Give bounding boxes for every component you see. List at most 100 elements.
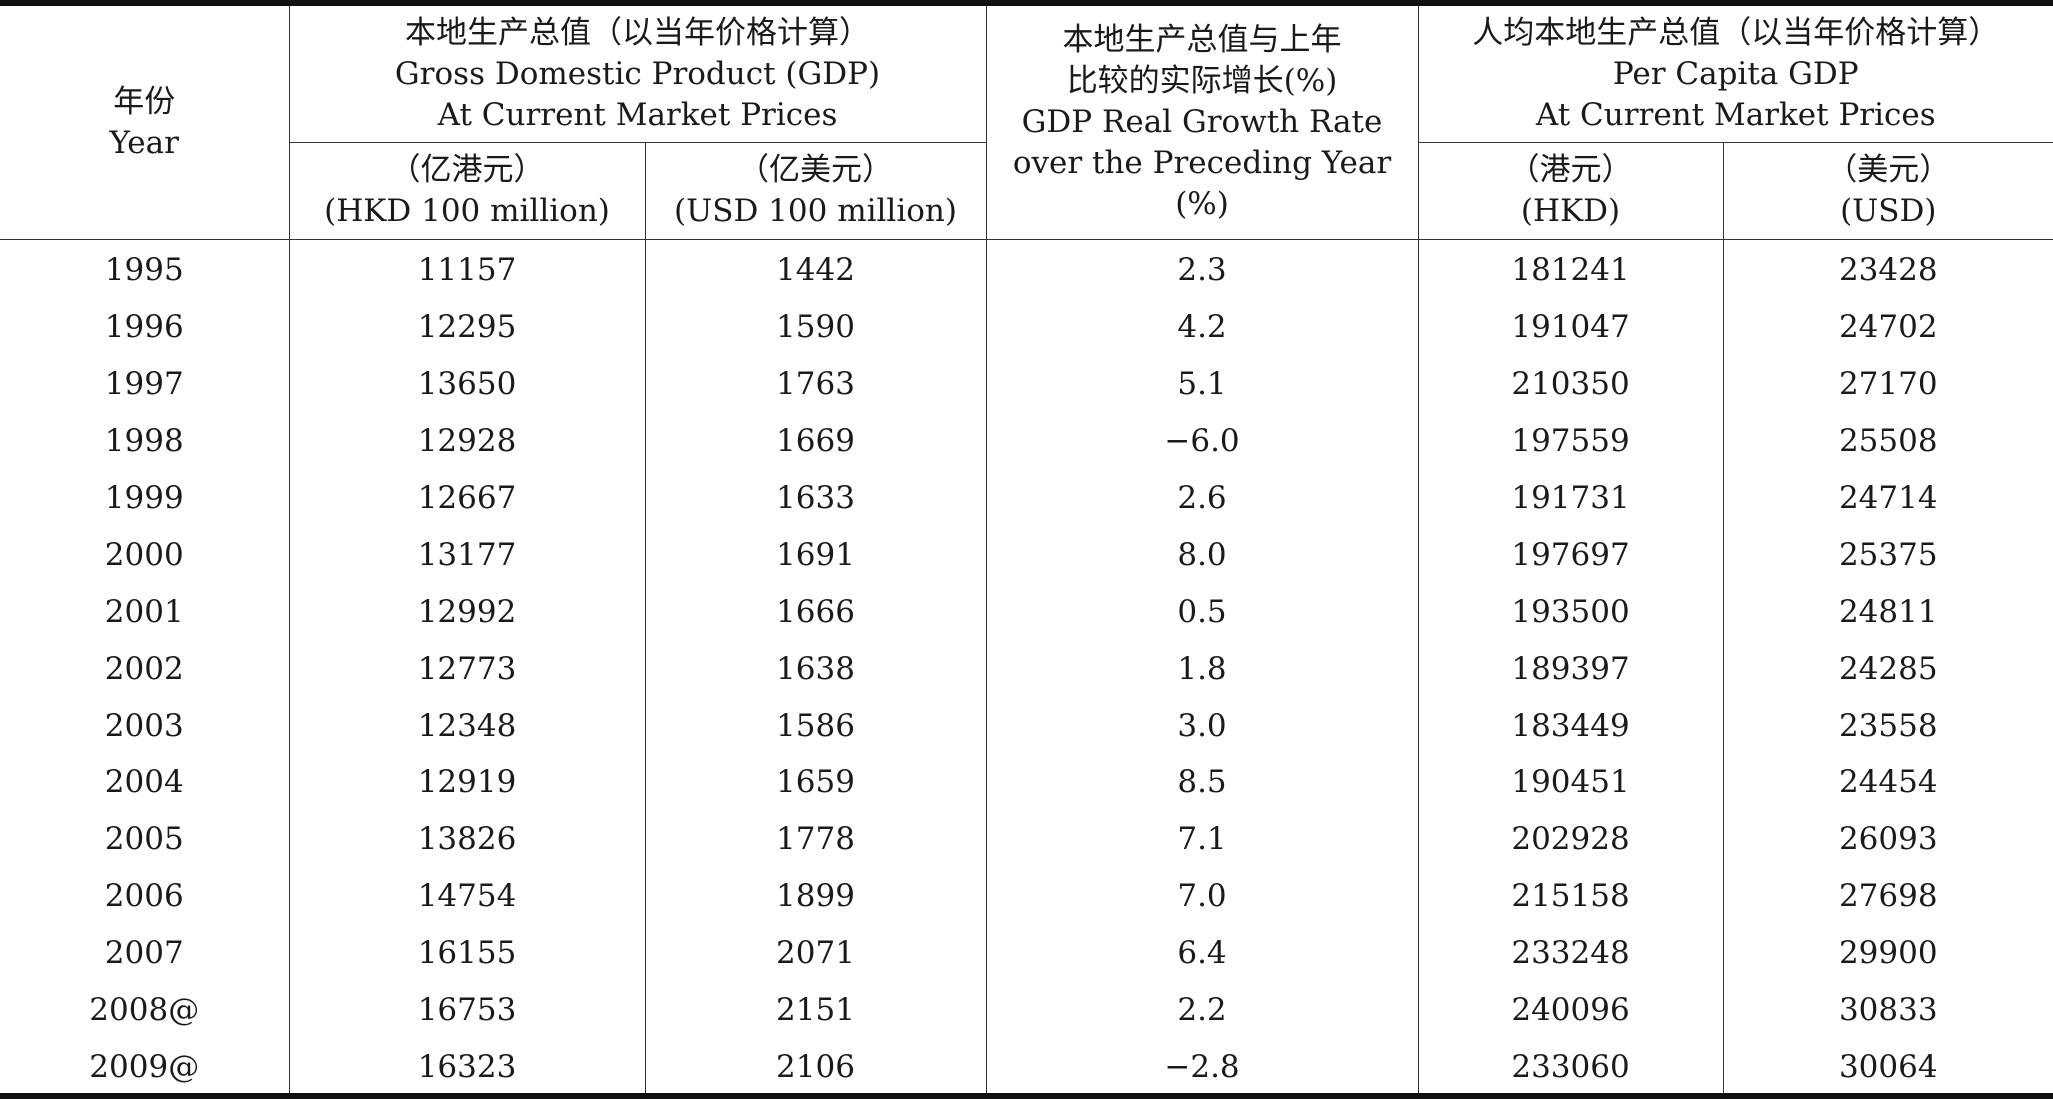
gdp-usd-cell: 1669 [644,412,987,470]
table-row: 2007 16155 2071 6.4 233248 29900 [0,924,2053,982]
table-bottom-rule [0,1093,2053,1099]
table-row: 2004 12919 1659 8.5 190451 24454 [0,754,2053,811]
per-capita-usd-unit-en: (USD) [1840,193,1937,229]
gdp-usd-cell: 1899 [644,867,987,925]
per-capita-hkd-cell: 202928 [1417,810,1724,868]
growth-cell: 7.0 [985,867,1419,925]
year-cell: 2004 [104,764,184,801]
table-body: 1995 11157 1442 2.3 181241 23428 1996 12… [0,239,2053,1096]
per-capita-header-en-1: Per Capita GDP [1612,55,1859,92]
gdp-usd-cell: 1633 [644,469,987,527]
gdp-hkd-cell: 12773 [288,640,645,698]
per-capita-hkd-cell: 215158 [1417,867,1724,925]
per-capita-usd-cell: 24811 [1722,583,2053,641]
growth-cell: 5.1 [985,355,1419,413]
per-capita-hkd-cell: 193500 [1417,583,1724,641]
gdp-hkd-cell: 13650 [288,355,645,413]
gdp-usd-cell: 1659 [644,754,987,811]
year-cell: 2009@ [89,1048,200,1085]
table-row: 1998 12928 1669 −6.0 197559 25508 [0,412,2053,470]
gdp-hkd-cell: 13826 [288,810,645,868]
year-cell: 1995 [104,252,184,289]
year-cell: 2005 [104,821,184,858]
per-capita-hkd-cell: 233060 [1417,1038,1724,1096]
gdp-hkd-cell: 12992 [288,583,645,641]
table-row: 1996 12295 1590 4.2 191047 24702 [0,298,2053,356]
growth-cell: 2.2 [985,981,1419,1039]
gdp-usd-unit-zh: （亿美元） [738,152,893,188]
per-capita-usd-cell: 27698 [1722,867,2053,925]
table-row: 2001 12992 1666 0.5 193500 24811 [0,583,2053,641]
year-header-zh: 年份 [113,83,176,120]
gdp-header-en-2: At Current Market Prices [437,96,838,133]
growth-cell: 3.0 [985,697,1419,755]
gdp-usd-subheader: （亿美元） (USD 100 million) [644,142,987,240]
year-cell: 2007 [104,935,184,972]
per-capita-hkd-cell: 190451 [1417,754,1724,811]
year-cell: 2003 [104,707,184,744]
gdp-hkd-cell: 14754 [288,867,645,925]
growth-cell: 8.5 [985,754,1419,811]
gdp-hkd-cell: 12295 [288,298,645,356]
growth-cell: 6.4 [985,924,1419,982]
gdp-usd-unit-en: (USD 100 million) [674,193,957,229]
year-header-en: Year [109,124,179,161]
table-row: 2002 12773 1638 1.8 189397 24285 [0,640,2053,698]
table-row: 2005 13826 1778 7.1 202928 26093 [0,810,2053,868]
growth-header-en-2: over the Preceding Year [1012,145,1392,181]
gdp-usd-cell: 1778 [644,810,987,868]
gdp-usd-cell: 1691 [644,526,987,584]
growth-cell: 1.8 [985,640,1419,698]
gdp-hkd-cell: 16753 [288,981,645,1039]
per-capita-header-en-2: At Current Market Prices [1535,96,1936,133]
year-column-header: 年份 Year [0,6,289,240]
gdp-usd-cell: 1586 [644,697,987,755]
per-capita-hkd-cell: 210350 [1417,355,1724,413]
gdp-hkd-unit-en: (HKD 100 million) [324,193,610,229]
per-capita-usd-cell: 29900 [1722,924,2053,982]
per-capita-hkd-cell: 183449 [1417,697,1724,755]
per-capita-usd-cell: 30064 [1722,1038,2053,1096]
per-capita-usd-cell: 24702 [1722,298,2053,356]
gdp-hkd-cell: 11157 [288,239,645,299]
per-capita-hkd-cell: 197559 [1417,412,1724,470]
per-capita-usd-cell: 25508 [1722,412,2053,470]
gdp-usd-cell: 1763 [644,355,987,413]
per-capita-usd-subheader: （美元） (USD) [1722,142,2053,240]
table-row: 1999 12667 1633 2.6 191731 24714 [0,469,2053,527]
growth-header-zh-1: 本地生产总值与上年 [1062,22,1342,58]
per-capita-usd-cell: 27170 [1722,355,2053,413]
per-capita-hkd-cell: 197697 [1417,526,1724,584]
growth-cell: 2.3 [985,239,1419,299]
gdp-header-zh: 本地生产总值（以当年价格计算） [405,14,870,51]
table-row: 2009@ 16323 2106 −2.8 233060 30064 [0,1038,2053,1096]
per-capita-hkd-cell: 181241 [1417,239,1724,299]
gdp-hkd-cell: 12919 [288,754,645,811]
gdp-usd-cell: 1666 [644,583,987,641]
per-capita-usd-cell: 25375 [1722,526,2053,584]
year-cell: 1999 [104,480,184,516]
table-top-rule [0,0,2053,6]
gdp-hkd-cell: 12667 [288,469,645,527]
growth-cell: 7.1 [985,810,1419,868]
per-capita-group-header: 人均本地生产总值（以当年价格计算） Per Capita GDP At Curr… [1417,6,2053,143]
per-capita-usd-cell: 23428 [1722,239,2053,299]
table-header: 年份 Year 本地生产总值（以当年价格计算） Gross Domestic P… [0,6,2053,240]
gdp-hkd-subheader: （亿港元） (HKD 100 million) [288,142,645,240]
growth-header-en-1: GDP Real Growth Rate [1021,104,1383,140]
year-cell: 2000 [104,536,184,573]
per-capita-usd-unit-zh: （美元） [1826,152,1951,188]
gdp-hkd-cell: 16155 [288,924,645,982]
per-capita-hkd-cell: 240096 [1417,981,1724,1039]
table-row: 2000 13177 1691 8.0 197697 25375 [0,526,2053,584]
gdp-group-header: 本地生产总值（以当年价格计算） Gross Domestic Product (… [288,6,987,143]
growth-cell: −6.0 [985,412,1419,470]
gdp-statistics-table: 年份 Year 本地生产总值（以当年价格计算） Gross Domestic P… [0,6,2053,1096]
per-capita-hkd-cell: 191047 [1417,298,1724,356]
growth-cell: −2.8 [985,1038,1419,1096]
gdp-hkd-cell: 12348 [288,697,645,755]
gdp-hkd-cell: 16323 [288,1038,645,1096]
per-capita-usd-cell: 24285 [1722,640,2053,698]
gdp-hkd-unit-zh: （亿港元） [389,152,545,188]
year-cell: 2001 [104,593,184,630]
